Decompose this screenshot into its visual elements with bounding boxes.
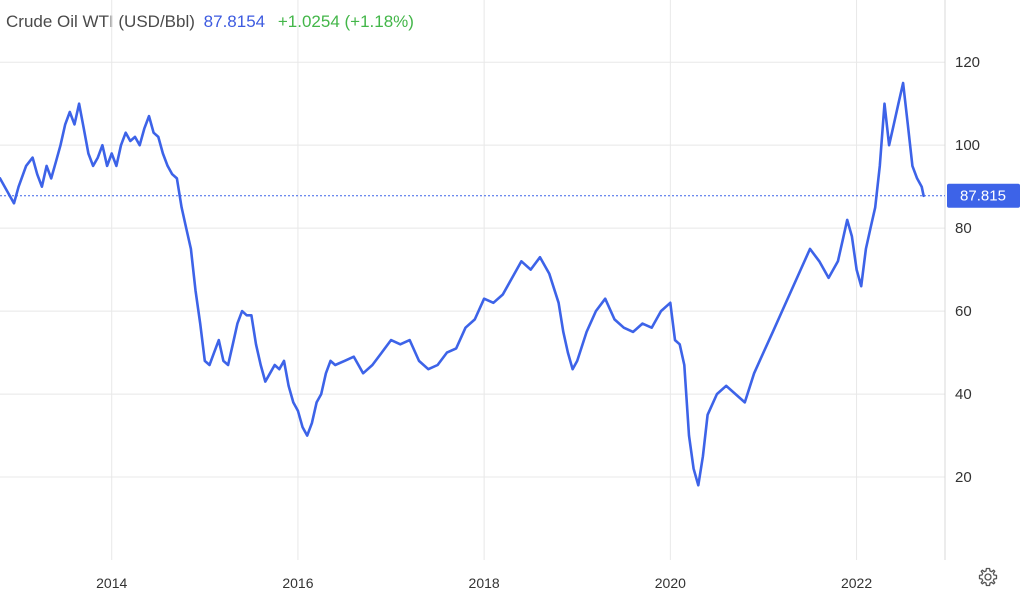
current-price: 87.8154	[203, 12, 266, 31]
x-tick-label: 2016	[282, 575, 313, 591]
current-value-badge	[947, 183, 1020, 208]
y-tick-label: 20	[955, 469, 972, 486]
gear-icon[interactable]	[978, 567, 998, 587]
price-change: +1.0254 (+1.18%)	[277, 12, 414, 31]
price-series-line	[0, 81, 925, 487]
x-tick-label: 2020	[655, 575, 686, 591]
instrument-name: Crude Oil WTI (USD/Bbl)	[6, 12, 195, 31]
y-tick-label: 40	[955, 386, 972, 403]
y-tick-label: 60	[955, 303, 972, 320]
y-tick-label: 100	[955, 137, 980, 154]
x-tick-label: 2014	[96, 575, 127, 591]
x-tick-label: 2018	[469, 575, 500, 591]
chart-header: Crude Oil WTI (USD/Bbl) 87.8154 +1.0254 …	[6, 12, 414, 32]
x-tick-label: 2022	[841, 575, 872, 591]
y-tick-label: 80	[955, 220, 972, 237]
y-tick-label: 120	[955, 54, 980, 71]
current-value-label: 87.815	[960, 188, 1006, 205]
